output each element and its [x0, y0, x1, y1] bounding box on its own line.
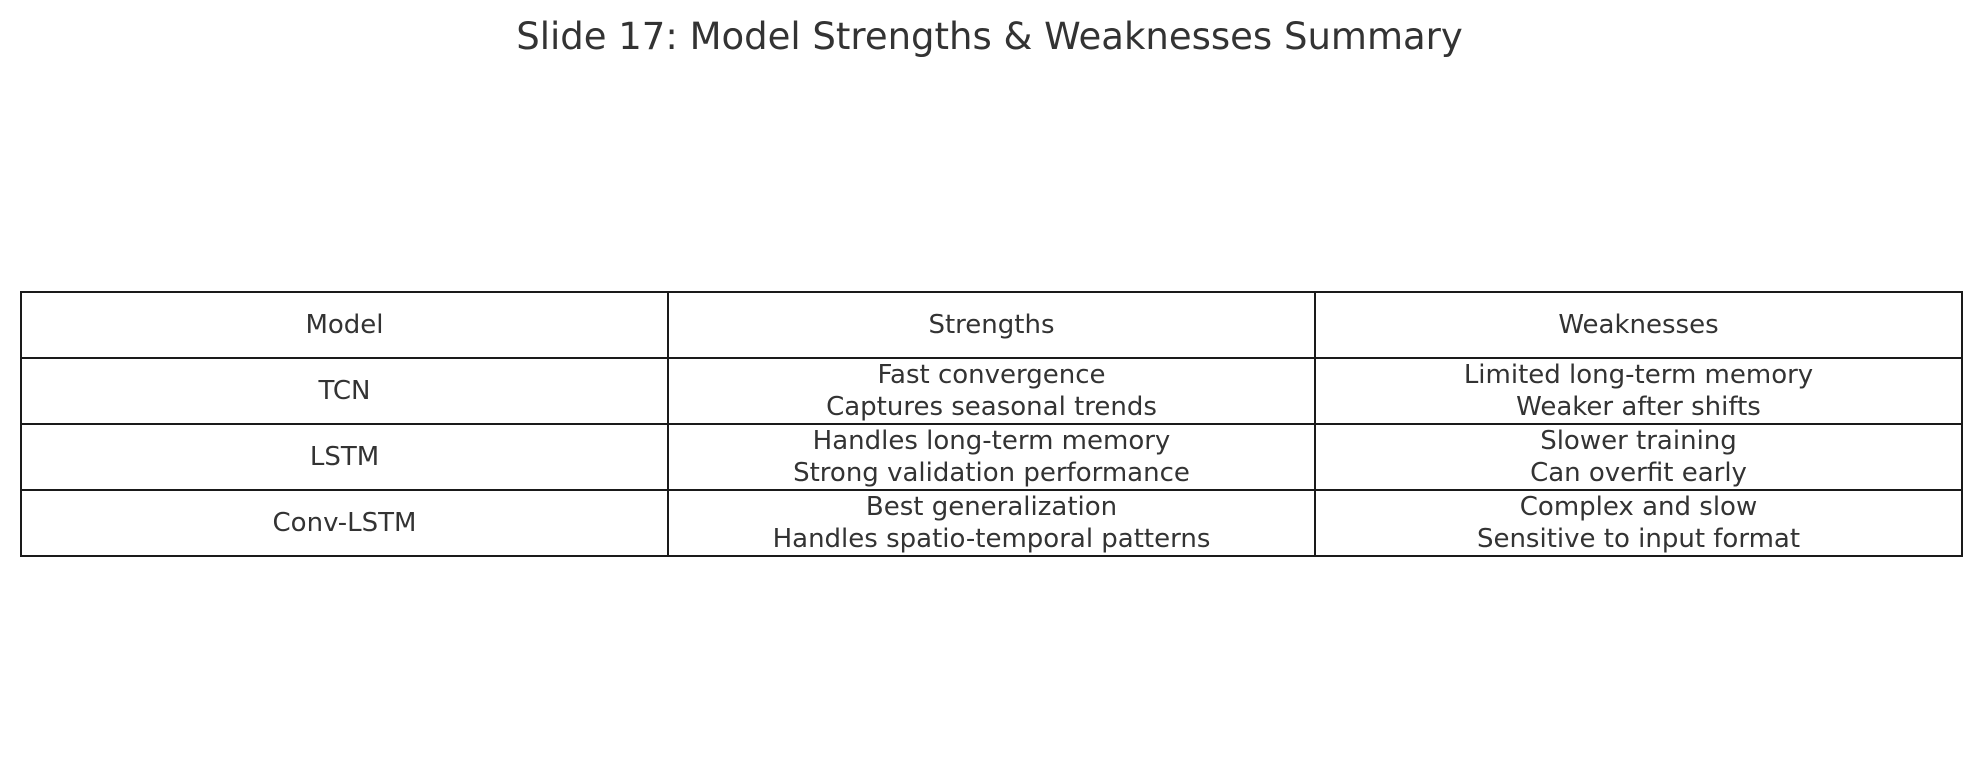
- strength-line: Strong validation performance: [793, 458, 1190, 488]
- weakness-line: Can overfit early: [1530, 458, 1747, 488]
- weaknesses-cell: Slower training Can overfit early: [1314, 423, 1963, 491]
- weakness-line: Sensitive to input format: [1476, 524, 1801, 554]
- model-cell: Conv-LSTM: [20, 489, 669, 557]
- summary-table: Model Strengths Weaknesses TCN Fast conv…: [20, 291, 1963, 557]
- weakness-line: Slower training: [1540, 426, 1737, 456]
- strength-line: Fast convergence: [877, 360, 1106, 390]
- strengths-cell: Handles long-term memory Strong validati…: [667, 423, 1316, 491]
- strength-line: Handles spatio-temporal patterns: [772, 524, 1211, 554]
- column-header-strengths: Strengths: [667, 291, 1316, 359]
- weakness-line: Weaker after shifts: [1516, 392, 1761, 422]
- chart-title: Slide 17: Model Strengths & Weaknesses S…: [516, 15, 1463, 58]
- table-header-row: Model Strengths Weaknesses: [20, 291, 1963, 359]
- strength-line: Handles long-term memory: [812, 426, 1171, 456]
- model-cell: TCN: [20, 357, 669, 425]
- column-header-weaknesses: Weaknesses: [1314, 291, 1963, 359]
- weakness-line: Complex and slow: [1519, 492, 1758, 522]
- weakness-line: Limited long-term memory: [1463, 360, 1814, 390]
- strength-line: Captures seasonal trends: [826, 392, 1157, 422]
- table-row: LSTM Handles long-term memory Strong val…: [20, 423, 1963, 491]
- table-row: Conv-LSTM Best generalization Handles sp…: [20, 489, 1963, 557]
- column-header-model: Model: [20, 291, 669, 359]
- weaknesses-cell: Limited long-term memory Weaker after sh…: [1314, 357, 1963, 425]
- model-cell: LSTM: [20, 423, 669, 491]
- strengths-cell: Best generalization Handles spatio-tempo…: [667, 489, 1316, 557]
- weaknesses-cell: Complex and slow Sensitive to input form…: [1314, 489, 1963, 557]
- strength-line: Best generalization: [865, 492, 1118, 522]
- table-row: TCN Fast convergence Captures seasonal t…: [20, 357, 1963, 425]
- strengths-cell: Fast convergence Captures seasonal trend…: [667, 357, 1316, 425]
